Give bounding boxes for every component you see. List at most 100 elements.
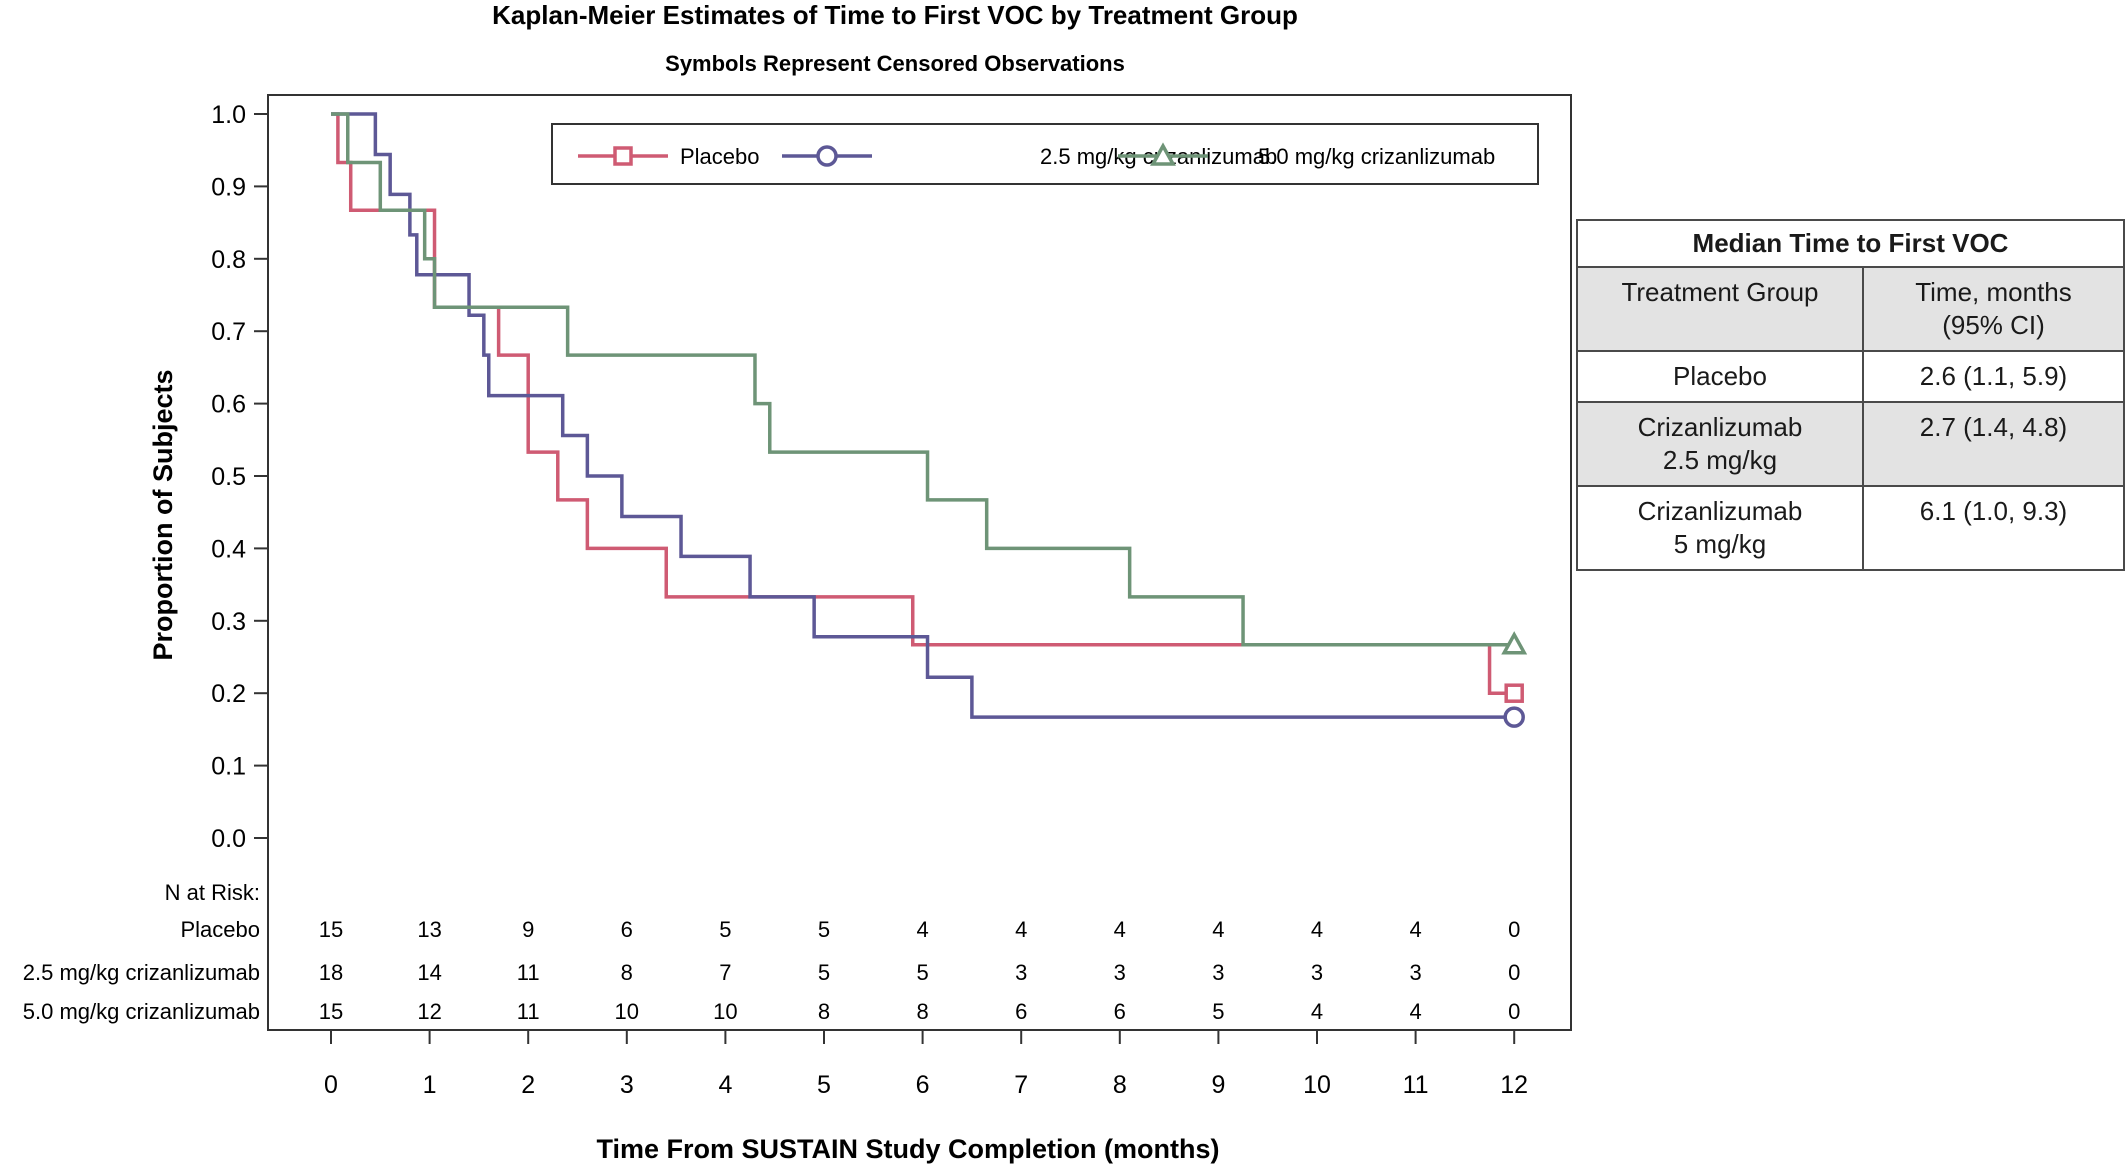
- survival-curves: [331, 112, 1515, 719]
- header-time-months: Time, months (95% CI): [1862, 266, 2125, 352]
- legend-marker-1: [816, 145, 838, 167]
- risk-count: 4: [1409, 917, 1421, 942]
- risk-count: 4: [1212, 917, 1224, 942]
- risk-count: 12: [417, 999, 441, 1024]
- risk-count: 4: [1311, 999, 1323, 1024]
- n-at-risk-label: N at Risk:: [165, 880, 260, 905]
- x-tick-label: 12: [1500, 1071, 1528, 1099]
- risk-count: 4: [1114, 917, 1126, 942]
- y-tick-label: 0.3: [211, 608, 246, 636]
- y-axis-label: Proportion of Subjects: [148, 369, 178, 660]
- x-axis-label: Time From SUSTAIN Study Completion (mont…: [596, 1134, 1219, 1164]
- risk-count: 3: [1409, 960, 1421, 985]
- y-tick-label: 0.4: [211, 535, 246, 563]
- censor-marker-1: [1503, 706, 1525, 728]
- row-group-2-5: Crizanlizumab 2.5 mg/kg: [1576, 401, 1864, 487]
- n-at-risk-table: N at Risk: Placebo 15 13 9 6 5 5 4 4 4 4 4 4 0 2.5 mg/k…: [23, 880, 1521, 1024]
- series-line-1: [331, 112, 1515, 719]
- risk-count: 3: [1015, 960, 1027, 985]
- y-tick-label: 1.0: [211, 101, 246, 129]
- risk-count: 3: [1212, 960, 1224, 985]
- x-tick-label: 0: [324, 1071, 338, 1099]
- legend-box: [551, 123, 1539, 185]
- risk-count: 3: [1311, 960, 1323, 985]
- risk-count: 5: [719, 917, 731, 942]
- risk-row-label-2: 5.0 mg/kg crizanlizumab: [23, 999, 260, 1024]
- y-tick-label: 0.2: [211, 680, 246, 708]
- x-tick-label: 4: [718, 1071, 732, 1099]
- plot-frame: [267, 94, 1572, 1031]
- legend-marker-0: [613, 146, 633, 166]
- x-tick-label: 1: [423, 1071, 437, 1099]
- risk-count: 7: [719, 960, 731, 985]
- table-row: Crizanlizumab 5 mg/kg 6.1 (1.0, 9.3): [1576, 485, 2125, 571]
- y-tick-label: 0.6: [211, 391, 246, 419]
- y-tick-label: 0.9: [211, 173, 246, 201]
- risk-count: 4: [1409, 999, 1421, 1024]
- risk-count: 15: [319, 999, 343, 1024]
- x-tick-label: 11: [1403, 1071, 1429, 1099]
- legend-marker-2: [1150, 142, 1176, 166]
- y-axis: 0.0 0.1 0.2 0.3 0.4 0.5 0.6 0.7 0.8 0.9 1.0: [211, 101, 268, 853]
- risk-row-label-0: Placebo: [180, 917, 260, 942]
- x-tick-label: 2: [521, 1071, 535, 1099]
- risk-count: 5: [818, 917, 830, 942]
- risk-count: 14: [417, 960, 441, 985]
- risk-count: 18: [319, 960, 343, 985]
- censor-markers: [1501, 631, 1528, 728]
- y-tick-label: 0.8: [211, 246, 246, 274]
- kaplan-meier-chart: Kaplan-Meier Estimates of Time to First …: [23, 0, 1572, 1164]
- risk-count: 9: [522, 917, 534, 942]
- risk-count: 5: [916, 960, 928, 985]
- risk-count: 8: [818, 999, 830, 1024]
- risk-count: 0: [1508, 917, 1520, 942]
- risk-count: 10: [713, 999, 737, 1024]
- row-group-placebo: Placebo: [1576, 350, 1864, 403]
- risk-count: 5: [818, 960, 830, 985]
- risk-count: 4: [1311, 917, 1323, 942]
- median-table-caption: Median Time to First VOC: [1576, 219, 2125, 268]
- y-tick-label: 0.1: [211, 753, 246, 781]
- risk-count: 10: [615, 999, 639, 1024]
- legend-label-0: Placebo: [680, 144, 760, 169]
- x-tick-label: 10: [1303, 1071, 1331, 1099]
- risk-row-label-1: 2.5 mg/kg crizanlizumab: [23, 960, 260, 985]
- risk-count: 11: [517, 999, 540, 1024]
- y-tick-label: 0.7: [211, 318, 246, 346]
- risk-count: 6: [1114, 999, 1126, 1024]
- censor-marker-0: [1504, 683, 1524, 703]
- median-table-header-row: Treatment Group Time, months (95% CI): [1576, 266, 2125, 352]
- legend-label-2: 5.0 mg/kg crizanlizumab: [1258, 144, 1495, 169]
- x-tick-label: 9: [1211, 1071, 1225, 1099]
- risk-count: 6: [621, 917, 633, 942]
- censor-marker-2: [1501, 631, 1528, 655]
- header-treatment-group: Treatment Group: [1576, 266, 1864, 352]
- risk-count: 4: [1015, 917, 1027, 942]
- series-line-0: [331, 112, 1515, 695]
- y-tick-label: 0.5: [211, 463, 246, 491]
- x-tick-label: 3: [620, 1071, 634, 1099]
- risk-count: 8: [621, 960, 633, 985]
- x-tick-label: 7: [1014, 1071, 1028, 1099]
- risk-count: 15: [319, 917, 343, 942]
- table-row: Placebo 2.6 (1.1, 5.9): [1576, 350, 2125, 403]
- risk-count: 13: [417, 917, 441, 942]
- risk-count: 3: [1114, 960, 1126, 985]
- risk-count: 6: [1015, 999, 1027, 1024]
- table-row: Crizanlizumab 2.5 mg/kg 2.7 (1.4, 4.8): [1576, 401, 2125, 487]
- row-group-5-0: Crizanlizumab 5 mg/kg: [1576, 485, 1864, 571]
- chart-title: Kaplan-Meier Estimates of Time to First …: [492, 0, 1298, 30]
- risk-count: 0: [1508, 999, 1520, 1024]
- series-line-2: [331, 112, 1515, 647]
- risk-count: 0: [1508, 960, 1520, 985]
- row-value-2-5: 2.7 (1.4, 4.8): [1862, 401, 2125, 487]
- risk-count: 8: [916, 999, 928, 1024]
- x-tick-label: 6: [916, 1071, 930, 1099]
- median-time-table: Median Time to First VOC Treatment Group…: [1576, 219, 2125, 571]
- row-value-placebo: 2.6 (1.1, 5.9): [1862, 350, 2125, 403]
- x-axis: 0 1 2 3 4 5 6 7 8 9 10 11 12: [324, 1030, 1528, 1099]
- x-tick-label: 8: [1113, 1071, 1127, 1099]
- y-tick-label: 0.0: [211, 825, 246, 853]
- chart-subtitle: Symbols Represent Censored Observations: [665, 51, 1125, 76]
